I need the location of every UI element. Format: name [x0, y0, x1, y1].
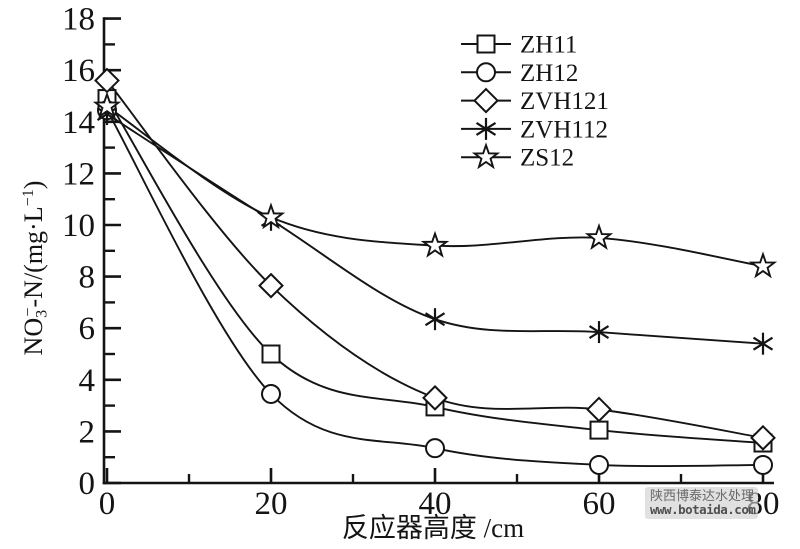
diamond-marker-icon [586, 396, 612, 423]
legend-label: ZS12 [520, 145, 574, 172]
asterisk-marker-icon [475, 117, 497, 140]
x-tick-label: 20 [255, 486, 288, 522]
circle-marker-icon [589, 454, 609, 475]
y-tick-label: 12 [62, 156, 95, 192]
y-tick-label: 4 [79, 363, 96, 399]
x-tick-label: 40 [419, 486, 452, 522]
y-tick-label: 6 [79, 311, 96, 347]
square-marker-icon [476, 34, 496, 54]
series-markers [92, 67, 778, 475]
y-axis-title: NO3−-N/(mg·L−1) [18, 180, 51, 356]
star-marker-icon [748, 251, 778, 279]
star-marker-icon [92, 91, 122, 119]
x-tick-label: 0 [99, 486, 116, 522]
circle-marker-icon [753, 454, 773, 475]
legend-item: ZH11 [461, 32, 577, 59]
series-line-zvh121 [106, 79, 764, 439]
star-marker-icon [256, 202, 286, 230]
legend-label: ZH12 [520, 60, 578, 87]
circle-marker-icon [425, 438, 445, 459]
y-tick-label: 2 [79, 414, 96, 450]
asterisk-marker-icon [588, 321, 610, 344]
diamond-marker-icon [473, 87, 499, 114]
y-tick-label: 0 [79, 466, 96, 502]
watermark: 陕西博泰达水处理 www.botaida.com [645, 487, 758, 519]
y-tick-label: 16 [62, 53, 95, 89]
star-marker-icon [471, 142, 501, 170]
watermark-url: www.botaida.com [650, 502, 756, 517]
diamond-marker-icon [422, 384, 448, 411]
y-tick-label: 10 [62, 208, 95, 244]
legend-item: ZVH121 [461, 87, 609, 115]
circle-marker-icon [476, 62, 496, 83]
legend-item: ZS12 [461, 142, 574, 172]
y-tick-label: 8 [79, 260, 96, 296]
legend-label: ZVH121 [520, 88, 609, 115]
legend-item: ZH12 [461, 60, 578, 87]
series-line-zh11 [106, 97, 764, 444]
diamond-marker-icon [94, 67, 120, 94]
legend-label: ZH11 [520, 32, 577, 59]
diamond-marker-icon [750, 424, 776, 451]
legend-item: ZVH112 [461, 116, 608, 143]
diamond-marker-icon [258, 272, 284, 299]
y-tick-label: 14 [62, 105, 95, 141]
y-axis: 18 16 14 12 10 8 6 4 2 0 [62, 2, 121, 502]
watermark-company: 陕西博泰达水处理 [650, 488, 755, 503]
x-tick-label: 60 [583, 486, 616, 522]
y-tick-label: 18 [62, 2, 95, 38]
x-axis-title: 反应器高度 /cm [342, 513, 524, 543]
square-marker-icon [261, 344, 281, 364]
asterisk-marker-icon [424, 308, 446, 331]
asterisk-marker-icon [752, 332, 774, 355]
star-marker-icon [420, 230, 450, 258]
square-marker-icon [589, 420, 609, 440]
star-marker-icon [584, 223, 614, 250]
circle-marker-icon [261, 383, 281, 404]
legend-label: ZVH112 [520, 116, 608, 143]
series-line-zh12 [106, 109, 764, 468]
